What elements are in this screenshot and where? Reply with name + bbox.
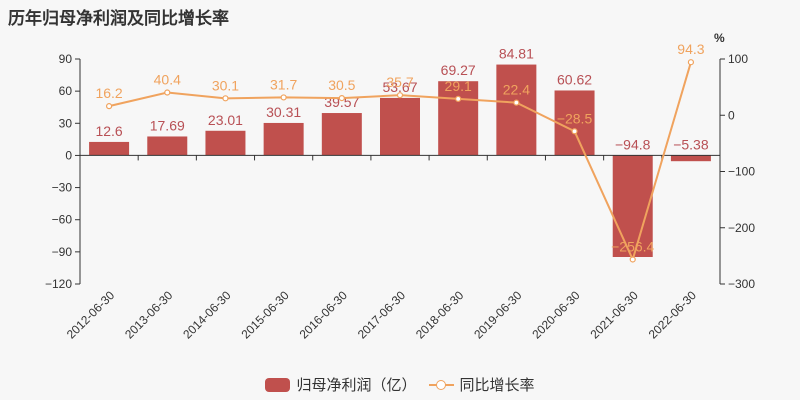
- growth-rate-label: −256.4: [611, 238, 654, 254]
- growth-rate-point[interactable]: [280, 94, 287, 101]
- bar-2012-06-30[interactable]: [89, 141, 130, 156]
- growth-rate-point[interactable]: [455, 95, 462, 102]
- growth-rate-label: 31.7: [270, 76, 297, 92]
- growth-rate-point[interactable]: [687, 59, 695, 66]
- growth-rate-point[interactable]: [164, 89, 171, 96]
- right-axis-tick-label: −300: [728, 277, 755, 291]
- left-axis-tick-label: −120: [45, 277, 72, 291]
- growth-rate-label: 35.7: [386, 74, 413, 90]
- bar-value-label: −5.38: [673, 136, 709, 152]
- growth-rate-label: 30.1: [212, 77, 239, 93]
- x-axis-label: 2018-06-30: [413, 288, 467, 342]
- bar-value-label: 23.01: [208, 112, 243, 128]
- right-axis-tick-label: −100: [728, 165, 755, 179]
- x-axis-label: 2015-06-30: [238, 288, 292, 342]
- x-axis-label: 2020-06-30: [529, 288, 583, 342]
- bar-2021-06-30[interactable]: [612, 155, 653, 257]
- bar-2020-06-30[interactable]: [554, 90, 595, 156]
- left-axis-tick-label: 0: [65, 148, 72, 162]
- growth-rate-point[interactable]: [338, 94, 345, 102]
- growth-rate-point[interactable]: [105, 103, 113, 110]
- growth-rate-point[interactable]: [396, 92, 404, 99]
- x-axis-label: 2022-06-30: [646, 288, 700, 342]
- bar-2017-06-30[interactable]: [380, 97, 420, 156]
- x-axis-label: 2016-06-30: [297, 288, 351, 342]
- bar-value-label: 17.69: [150, 117, 185, 133]
- chart-title: 历年归母净利润及同比增长率: [8, 9, 229, 29]
- x-axis-label: 2013-06-30: [122, 288, 176, 342]
- growth-rate-label: −28.5: [557, 110, 593, 126]
- right-axis-tick-label: −200: [728, 221, 755, 235]
- right-axis-unit: %: [714, 31, 725, 45]
- bar-value-label: 53.67: [382, 79, 417, 95]
- bar-value-label: 84.81: [499, 46, 534, 62]
- bar-2014-06-30[interactable]: [205, 130, 246, 156]
- legend-label-growth-rate: 同比增长率: [459, 376, 535, 394]
- right-axis-tick-label: 0: [728, 108, 735, 122]
- bar-value-label: 12.6: [95, 123, 122, 139]
- x-axis-label: 2017-06-30: [355, 288, 409, 342]
- bar-2022-06-30[interactable]: [670, 155, 711, 162]
- legend-item-growth-rate[interactable]: 同比增长率: [428, 374, 535, 395]
- growth-rate-label: 94.3: [677, 41, 704, 57]
- growth-rate-label: 16.2: [95, 85, 122, 101]
- bar-value-label: 69.27: [441, 62, 476, 78]
- growth-rate-point[interactable]: [513, 99, 520, 106]
- growth-rate-label: 22.4: [503, 82, 530, 98]
- left-axis-tick-label: −60: [52, 213, 73, 227]
- x-axis-label: 2019-06-30: [471, 288, 525, 342]
- left-axis-tick-label: 60: [59, 84, 73, 98]
- chart-area: 90 60 30 0 −30 −60 −90 −120 100 0 −100 −200 −300% 201…: [45, 31, 755, 342]
- right-axis-tick-label: 100: [728, 52, 748, 66]
- left-axis-tick-label: −90: [52, 245, 73, 259]
- bar-value-label: 30.31: [266, 104, 301, 120]
- growth-rate-label: 29.1: [445, 78, 472, 94]
- bar-swatch-icon: [265, 377, 291, 392]
- bar-2015-06-30[interactable]: [263, 122, 304, 156]
- growth-rate-point[interactable]: [222, 95, 229, 102]
- legend: 归母净利润（亿） 同比增长率: [0, 374, 800, 395]
- growth-rate-point[interactable]: [571, 128, 578, 135]
- left-axis-tick-label: 90: [59, 52, 73, 66]
- growth-rate-label: 40.4: [154, 72, 181, 88]
- growth-rate-label: 30.5: [328, 77, 355, 93]
- legend-label-net-profit: 归母净利润（亿）: [296, 376, 417, 394]
- bar-2018-06-30[interactable]: [438, 81, 479, 156]
- bar-value-label: −94.8: [615, 136, 651, 152]
- x-axis-label: 2014-06-30: [180, 288, 234, 342]
- growth-rate-point[interactable]: [629, 256, 636, 263]
- legend-item-net-profit[interactable]: 归母净利润（亿）: [265, 374, 417, 395]
- bar-2016-06-30[interactable]: [321, 113, 362, 156]
- bar-value-label: 60.62: [557, 71, 592, 87]
- bar-2013-06-30[interactable]: [147, 136, 188, 156]
- x-axis-label: 2012-06-30: [64, 288, 118, 342]
- x-axis-label: 2021-06-30: [588, 288, 642, 342]
- left-axis-tick-label: −30: [52, 181, 73, 195]
- line-marker-icon: [428, 378, 454, 392]
- left-axis-tick-label: 30: [59, 116, 73, 130]
